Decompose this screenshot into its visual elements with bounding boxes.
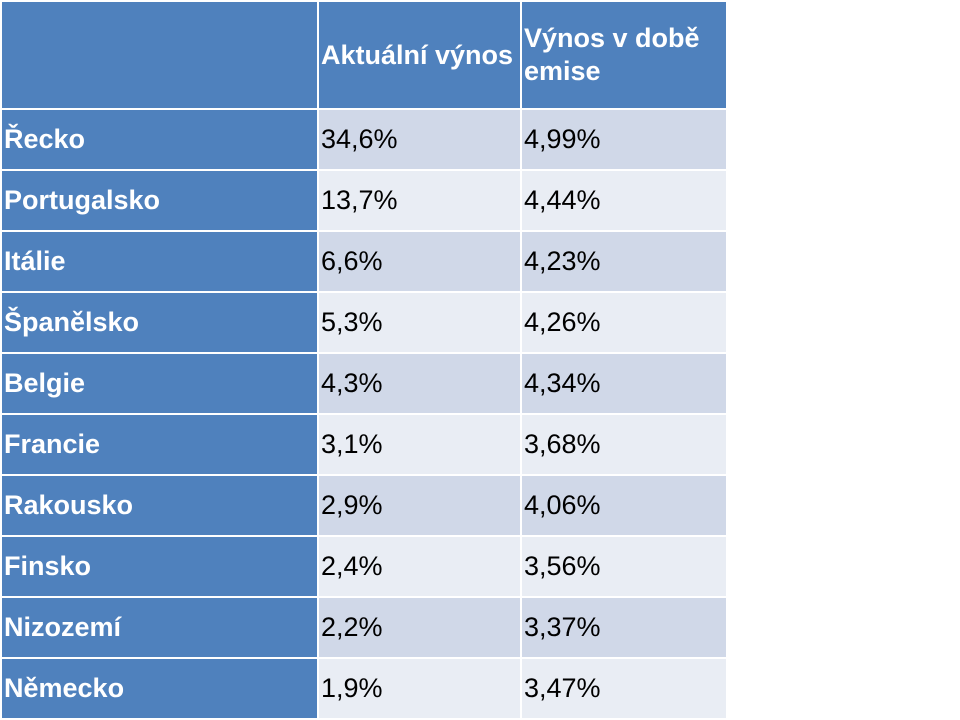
issue-yield-cell: 4,99% bbox=[520, 108, 728, 171]
issue-yield-cell: 4,06% bbox=[520, 474, 728, 537]
table-row: Francie 3,1% 3,68% bbox=[0, 413, 728, 476]
country-label: Španělsko bbox=[0, 291, 319, 354]
table-row: Španělsko 5,3% 4,26% bbox=[0, 291, 728, 354]
table-header-row: Aktuální výnos Výnos v době emise bbox=[0, 0, 728, 110]
country-label: Rakousko bbox=[0, 474, 319, 537]
bond-yield-table: Aktuální výnos Výnos v době emise Řecko … bbox=[0, 0, 728, 720]
current-yield-cell: 1,9% bbox=[317, 657, 522, 720]
header-corner-cell bbox=[0, 0, 319, 110]
table-row: Německo 1,9% 3,47% bbox=[0, 657, 728, 720]
table-row: Finsko 2,4% 3,56% bbox=[0, 535, 728, 598]
current-yield-cell: 2,2% bbox=[317, 596, 522, 659]
country-label: Řecko bbox=[0, 108, 319, 171]
table-row: Belgie 4,3% 4,34% bbox=[0, 352, 728, 415]
issue-yield-cell: 4,26% bbox=[520, 291, 728, 354]
current-yield-cell: 34,6% bbox=[317, 108, 522, 171]
country-label: Německo bbox=[0, 657, 319, 720]
header-issue-yield: Výnos v době emise bbox=[520, 0, 728, 110]
country-label: Finsko bbox=[0, 535, 319, 598]
current-yield-cell: 13,7% bbox=[317, 169, 522, 232]
table-row: Itálie 6,6% 4,23% bbox=[0, 230, 728, 293]
current-yield-cell: 3,1% bbox=[317, 413, 522, 476]
table-row: Portugalsko 13,7% 4,44% bbox=[0, 169, 728, 232]
current-yield-cell: 5,3% bbox=[317, 291, 522, 354]
country-label: Itálie bbox=[0, 230, 319, 293]
current-yield-cell: 2,9% bbox=[317, 474, 522, 537]
issue-yield-cell: 4,44% bbox=[520, 169, 728, 232]
table-row: Řecko 34,6% 4,99% bbox=[0, 108, 728, 171]
issue-yield-cell: 3,37% bbox=[520, 596, 728, 659]
issue-yield-cell: 3,68% bbox=[520, 413, 728, 476]
current-yield-cell: 4,3% bbox=[317, 352, 522, 415]
issue-yield-cell: 3,56% bbox=[520, 535, 728, 598]
issue-yield-cell: 4,34% bbox=[520, 352, 728, 415]
header-current-yield: Aktuální výnos bbox=[317, 0, 522, 110]
current-yield-cell: 2,4% bbox=[317, 535, 522, 598]
country-label: Nizozemí bbox=[0, 596, 319, 659]
country-label: Portugalsko bbox=[0, 169, 319, 232]
country-label: Belgie bbox=[0, 352, 319, 415]
country-label: Francie bbox=[0, 413, 319, 476]
issue-yield-cell: 3,47% bbox=[520, 657, 728, 720]
table-row: Rakousko 2,9% 4,06% bbox=[0, 474, 728, 537]
issue-yield-cell: 4,23% bbox=[520, 230, 728, 293]
current-yield-cell: 6,6% bbox=[317, 230, 522, 293]
table-row: Nizozemí 2,2% 3,37% bbox=[0, 596, 728, 659]
